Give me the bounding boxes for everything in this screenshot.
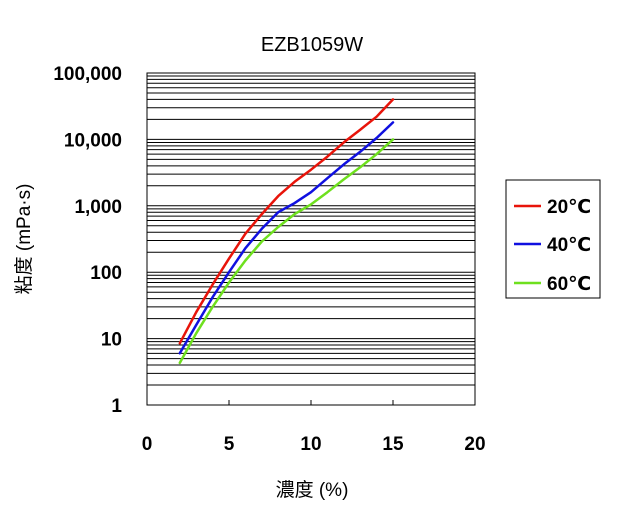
plot-area-frame xyxy=(146,72,476,406)
legend-box xyxy=(505,179,601,299)
y-axis-label: 粘度 (mPa·s) xyxy=(13,184,35,295)
gridlines xyxy=(147,72,475,386)
x-axis-label: 濃度 (%) xyxy=(276,479,349,501)
series-line-1 xyxy=(178,98,395,345)
y-axis-ticks: 1 10 100 1,000 10,000 100,000 xyxy=(53,64,122,417)
x-axis-ticks: 0 5 10 15 20 xyxy=(142,400,486,455)
x-tick-label: 20 xyxy=(464,434,485,455)
legend-label-2: 40℃ xyxy=(547,235,591,256)
chart-title: EZB1059W xyxy=(261,34,363,56)
y-tick-label: 10,000 xyxy=(64,130,122,151)
series-line-2 xyxy=(178,121,395,355)
series-lines xyxy=(178,98,395,365)
x-tick-label: 15 xyxy=(382,434,404,455)
y-tick-label: 100,000 xyxy=(53,64,122,85)
legend-label-3: 60℃ xyxy=(547,274,591,295)
y-tick-label: 10 xyxy=(101,330,122,351)
x-tick-label: 5 xyxy=(224,434,235,455)
x-tick-label: 10 xyxy=(300,434,321,455)
y-tick-label: 1,000 xyxy=(74,197,122,218)
legend: 20℃ 40℃ 60℃ xyxy=(505,179,601,299)
series-line-3 xyxy=(178,138,395,365)
x-tick-label: 0 xyxy=(142,434,153,455)
legend-label-1: 20℃ xyxy=(547,197,591,218)
y-tick-label: 100 xyxy=(90,263,122,284)
y-tick-label: 1 xyxy=(111,396,122,417)
